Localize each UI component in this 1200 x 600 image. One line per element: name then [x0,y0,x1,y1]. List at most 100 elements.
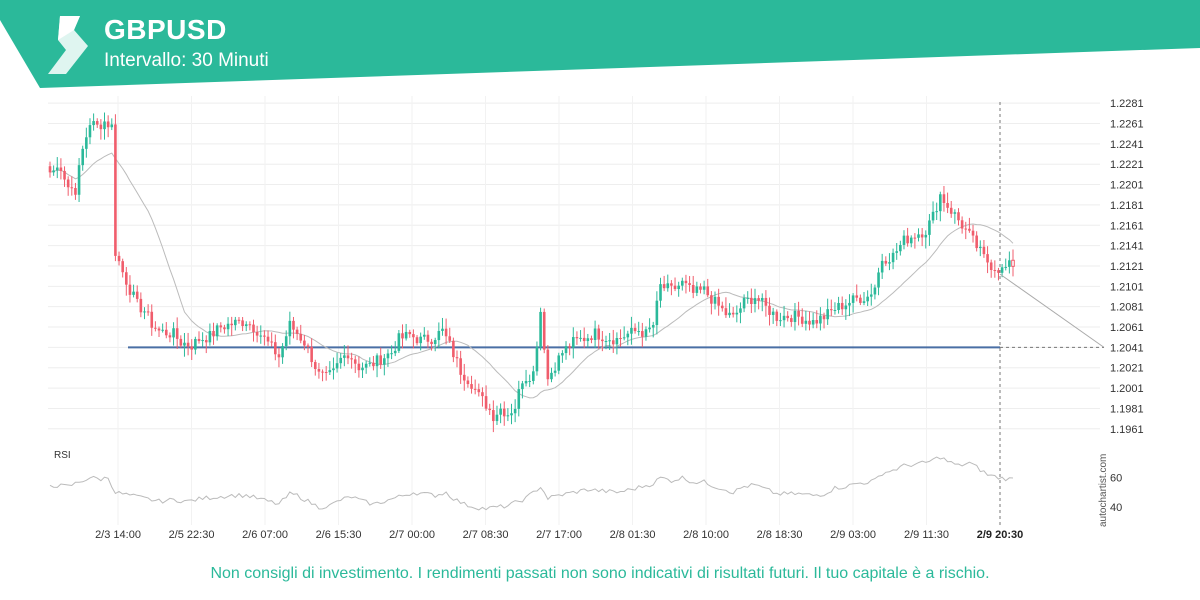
candle [372,356,375,371]
candle [899,240,902,256]
interval-subtitle: Intervallo: 30 Minuti [104,50,269,71]
candle [884,256,888,267]
candle [103,112,106,140]
candle [713,291,717,310]
rsi-tick-label: 60 [1110,473,1122,485]
candle [139,292,143,318]
candle [343,345,346,367]
candle-body [310,346,313,363]
candle-body [488,408,492,411]
candle-body [143,311,146,313]
candle [495,405,499,425]
candle-body [114,124,117,256]
candle [168,332,172,343]
candle [615,332,619,355]
price-tick-label: 1.2021 [1110,363,1144,375]
price-tick-label: 1.2221 [1110,159,1144,171]
candle [92,113,95,131]
projection-line [999,273,1105,348]
candle-body [481,392,484,397]
candle-body [350,358,353,360]
candle-body [1004,266,1008,268]
candle [444,318,448,345]
candle [564,341,568,360]
candle [408,329,412,338]
candle [946,192,949,214]
candle-body [125,272,128,285]
candle-body [299,333,303,341]
candle-body [710,295,713,304]
candle [404,323,408,341]
candle-body [477,389,481,393]
candle [800,308,804,328]
candle [684,274,688,294]
candle-body [52,170,55,173]
candle-body [982,246,986,255]
candle-body [804,320,808,324]
price-chart[interactable]: 1.2281 1.2261 1.2241 1.2221 1.2201 1.2181 1.21… [0,0,1200,560]
candle-body [964,228,968,230]
rsi-line [49,456,1014,511]
candle [586,333,590,348]
candle [888,253,891,271]
candle [430,338,433,351]
candle-body [546,349,550,380]
candle [219,322,223,333]
candle-body [364,363,368,368]
candle-body [561,353,564,356]
candle [433,337,437,352]
candle [880,253,884,279]
candle [459,350,462,384]
candle-body [295,329,299,334]
candle-body [760,297,764,301]
candle [528,374,531,388]
candle-body [408,331,412,335]
candle-body [92,121,95,126]
candle-body [579,337,582,339]
candle [321,369,324,382]
candle [902,230,906,250]
candle [313,359,317,376]
candle [401,324,404,349]
candle-body [175,328,179,339]
price-tick-label: 1.1981 [1110,403,1144,415]
candle-body [735,312,739,315]
candle-body [720,305,724,309]
candle [604,335,608,350]
candle [161,323,164,333]
time-tick-label: 2/7 00:00 [389,529,435,541]
candle-body [866,296,869,302]
candle [557,352,561,375]
candle-body [284,336,288,347]
candle [223,324,226,334]
candle-body [288,320,292,337]
candle [644,326,648,341]
candle-body [593,328,597,340]
candle [757,295,760,310]
candle-body [949,207,953,214]
candle [95,118,99,128]
candle [81,145,85,171]
candle [114,114,117,262]
candle [375,353,379,378]
candle [422,327,426,340]
candle-body [779,320,782,322]
candle [492,400,495,433]
candle [782,305,786,328]
candle [379,347,382,369]
candle-body [975,235,978,249]
candle [622,326,626,341]
price-tick-label: 1.2121 [1110,261,1144,273]
candle-body [117,255,121,262]
candle [55,157,59,179]
candle-body [651,325,655,328]
candle [764,290,768,317]
candle-body [626,333,630,338]
candle [695,281,699,297]
candle-body [263,335,266,337]
candle-body [412,334,415,338]
candle-body [902,235,906,245]
candle [811,312,815,329]
candle-body [470,384,473,389]
candle-body [422,334,426,337]
